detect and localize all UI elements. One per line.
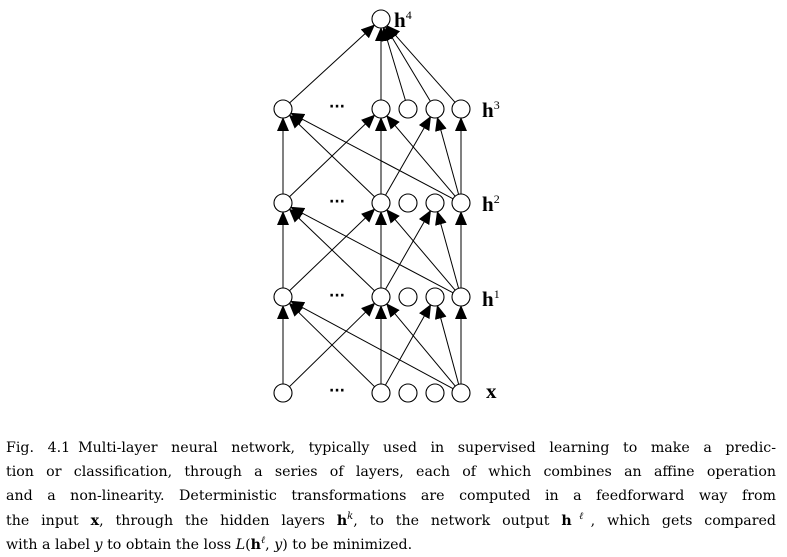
- ellipsis-h1: ···: [329, 288, 345, 304]
- edge-h1-4-to-h2-3: [435, 210, 460, 289]
- caption-math-hl: h: [561, 512, 572, 529]
- edge-h1-4-to-h2-1: [386, 209, 456, 291]
- node-x-0: [273, 383, 293, 403]
- caption-paren-close: ): [282, 536, 288, 553]
- caption-math-y2: y: [274, 536, 283, 553]
- edge-h3-4-to-h4: [386, 24, 456, 103]
- edge-x-4-to-h1-0: [290, 300, 454, 390]
- caption-label: Fig. 4.1: [6, 440, 71, 456]
- node-h2-4: [451, 193, 471, 213]
- caption-math-x: x: [90, 512, 100, 529]
- node-h2-3: [425, 193, 445, 213]
- edge-x-4-to-h1-3: [434, 304, 460, 385]
- caption-math-h: h: [250, 536, 261, 553]
- neuron-nodes: [273, 9, 471, 403]
- caption-line-4: the input x, through the hidden layers h…: [6, 509, 776, 533]
- connection-edges: [277, 24, 467, 390]
- caption-math-L: L: [235, 536, 246, 553]
- layer-label-h2: h2: [482, 192, 500, 216]
- node-h3-0: [273, 99, 293, 119]
- node-h1-4: [451, 287, 471, 307]
- node-h1-0: [273, 287, 293, 307]
- edge-x-4-to-h1-1: [386, 303, 456, 387]
- ellipsis-h3: ···: [329, 99, 345, 115]
- caption-text-4c: , to the network output: [353, 512, 550, 529]
- node-h1-2: [398, 287, 418, 307]
- caption-comma: ,: [265, 536, 270, 553]
- caption-text-4a: the input: [6, 512, 79, 529]
- layer-label-x: x: [486, 379, 497, 403]
- node-h3-4: [451, 99, 471, 119]
- ellipsis-h2: ···: [329, 194, 345, 210]
- node-h4-output: [371, 9, 391, 29]
- caption-math-h-sup: ℓ: [260, 534, 266, 546]
- edge-h2-4-to-h3-3: [435, 116, 460, 195]
- caption-text-5b: to obtain the loss: [107, 536, 232, 553]
- layer-label-h3: h3: [482, 98, 500, 122]
- caption-text-1: Multi-layer neural network, typically us…: [78, 440, 776, 456]
- node-x-4: [451, 383, 471, 403]
- caption-text-4b: , through the hidden layers: [99, 512, 325, 529]
- edge-h2-4-to-h3-1: [386, 115, 456, 197]
- caption-math-hl-sup: ℓ: [571, 510, 591, 522]
- edge-h2-4-to-h3-0: [290, 112, 454, 200]
- node-x-1: [371, 383, 391, 403]
- edge-h1-1-to-h2-0: [288, 208, 375, 292]
- layer-label-h1: h1: [482, 287, 500, 311]
- edge-h2-1-to-h3-0: [288, 114, 375, 198]
- caption-line-5: with a label y to obtain the loss L(hℓ, …: [6, 533, 776, 557]
- caption-line-1: Fig. 4.1 Multi-layer neural network, typi…: [6, 436, 776, 460]
- caption-line-2: tion or classification, through a series…: [6, 464, 776, 481]
- node-x-3: [425, 383, 445, 403]
- node-h3-3: [425, 99, 445, 119]
- ellipsis-x: ···: [329, 383, 345, 399]
- figure-caption: Fig. 4.1 Multi-layer neural network, typi…: [6, 436, 776, 557]
- edge-h3-0-to-h4: [289, 24, 376, 104]
- caption-text-5a: with a label: [6, 536, 91, 553]
- edge-h3-2-to-h4: [381, 26, 406, 101]
- node-h3-1: [371, 99, 391, 119]
- neural-network-diagram: ··· ··· ··· ··· h4 h3 h2 h1 x: [273, 8, 500, 403]
- caption-math-hk: h: [336, 512, 348, 529]
- node-h3-2: [398, 99, 418, 119]
- caption-math-y: y: [94, 536, 103, 553]
- edge-x-1-to-h1-3: [384, 303, 432, 386]
- caption-line-3: and a non-linearity. Deterministic trans…: [6, 488, 776, 505]
- node-h2-1: [371, 193, 391, 213]
- caption-text-5c: to be minimized.: [292, 536, 413, 553]
- edge-h1-1-to-h2-3: [385, 209, 432, 290]
- edge-x-1-to-h1-0: [288, 302, 375, 388]
- edge-h2-1-to-h3-3: [385, 115, 432, 196]
- node-h2-2: [398, 193, 418, 213]
- node-h1-3: [425, 287, 445, 307]
- caption-paren-open: (: [245, 536, 251, 553]
- caption-math-hk-sup: k: [347, 510, 354, 522]
- node-h2-0: [273, 193, 293, 213]
- caption-text-4d: , which gets compared: [590, 512, 776, 529]
- node-x-2: [398, 383, 418, 403]
- edge-h3-3-to-h4: [385, 25, 431, 102]
- layer-label-h4: h4: [394, 8, 412, 32]
- node-h1-1: [371, 287, 391, 307]
- edge-h1-4-to-h2-0: [290, 206, 454, 294]
